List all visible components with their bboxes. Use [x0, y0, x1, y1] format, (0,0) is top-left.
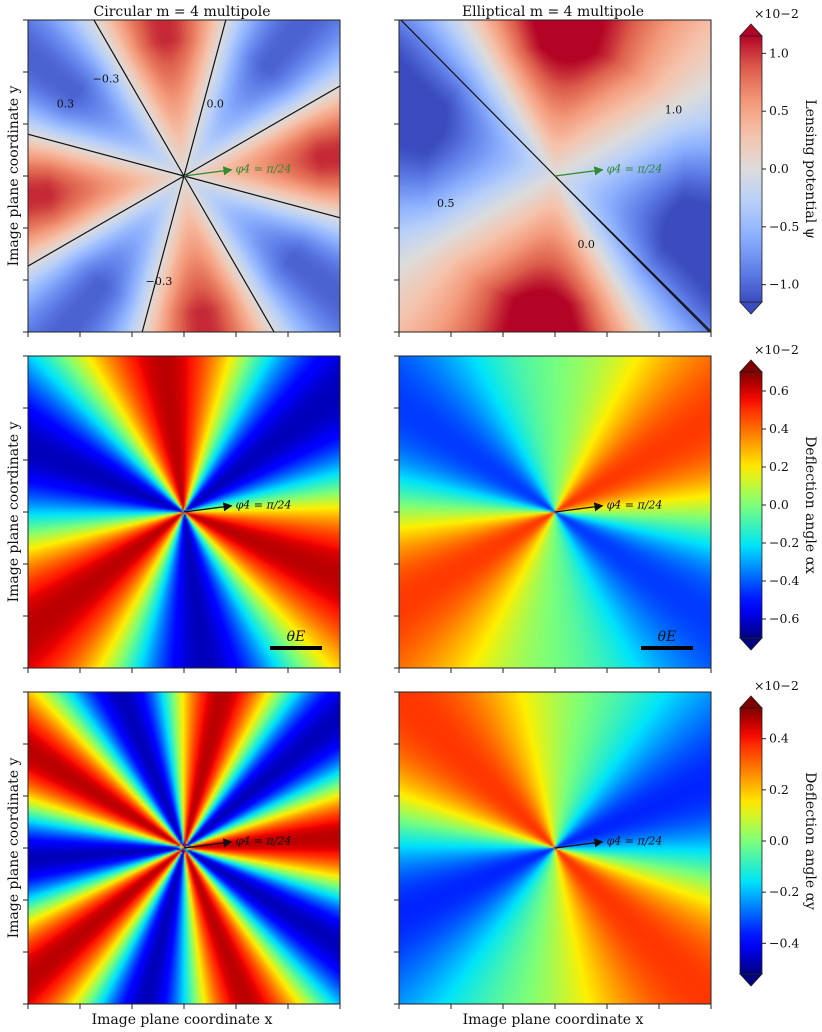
panel-row2-left: φ4 = π/24 θE: [23, 355, 341, 673]
contour-label: −0.3: [93, 72, 120, 85]
zero-contour: [28, 133, 185, 177]
phi4-arrow: [183, 838, 233, 849]
colorbar-extend-max: [739, 23, 763, 37]
colorbar-scale-factor: ×10−2: [754, 6, 799, 21]
y-axis-label-row1: Image plane coordinate y: [6, 85, 22, 266]
phi4-annotation: φ4 = π/24: [607, 835, 663, 848]
panel-row2-right: φ4 = π/24 θE: [394, 355, 712, 673]
colorbar-gradient: [739, 35, 763, 303]
phi4-annotation: φ4 = π/24: [236, 499, 292, 512]
zero-contour: [93, 20, 185, 177]
zero-contour: [183, 175, 340, 219]
phi4-arrow: [183, 502, 233, 513]
colorbar-extend-min: [739, 973, 763, 987]
colorbar-tick-label: 0.5: [769, 103, 789, 118]
contour-label: 0.3: [57, 97, 75, 110]
colorbar-label: Deflection angle αx: [802, 436, 818, 574]
contour-label: 0.0: [577, 238, 595, 251]
zero-contour: [141, 175, 185, 332]
phi4-arrow: [554, 502, 604, 513]
colorbar-tick-label: 0.4: [769, 421, 789, 436]
zero-contour: [28, 175, 185, 267]
colorbar-tick-label: −0.2: [769, 884, 799, 899]
panel-row1-right: 0.5 1.0 0.0 φ4 = π/24: [394, 19, 712, 337]
panel-row3-right: φ4 = π/24: [394, 691, 712, 1009]
contour-label: 1.0: [665, 104, 683, 117]
phi4-arrow: [554, 166, 604, 177]
colorbar-tick-label: 0.0: [769, 497, 789, 512]
phi4-annotation: φ4 = π/24: [236, 835, 292, 848]
colorbar-tick-label: −0.4: [769, 573, 799, 588]
colorbar-tick-label: −0.5: [769, 219, 799, 234]
phi4-arrow: [183, 166, 233, 177]
colorbar-gradient: [739, 371, 763, 639]
zero-contour: [183, 175, 275, 332]
colorbar-scale-factor: ×10−2: [754, 342, 799, 357]
zero-contour: [183, 20, 227, 177]
colorbar-extend-max: [739, 695, 763, 709]
colorbar-tick-label: −0.4: [769, 935, 799, 950]
column-title-circular: Circular m = 4 multipole: [94, 4, 271, 20]
zero-contour: [554, 175, 711, 332]
colorbar-extend-max: [739, 359, 763, 373]
colorbar-tick-label: −0.6: [769, 611, 799, 626]
colorbar-2: −0.6 −0.4 −0.2 0.0 0.2 0.4 0.6 ×10−2 Deflection …: [739, 342, 818, 651]
colorbar-tick-label: 0.2: [769, 459, 789, 474]
colorbar-gradient: [739, 707, 763, 975]
colorbar-label: Deflection angle αy: [802, 772, 818, 910]
column-title-elliptical: Elliptical m = 4 multipole: [462, 4, 644, 20]
colorbar-tick-label: 0.0: [769, 833, 789, 848]
contour-label: −0.3: [146, 275, 173, 288]
x-axis-label-right: Image plane coordinate x: [463, 1012, 644, 1028]
heatmap-image: [28, 356, 340, 668]
colorbar-tick-label: 0.2: [769, 782, 789, 797]
phi4-annotation: φ4 = π/24: [607, 163, 663, 176]
zero-contour: [400, 20, 556, 177]
contour-label: 0.5: [437, 197, 455, 210]
colorbar-tick-label: 0.0: [769, 161, 789, 176]
colorbar-tick-label: 1.0: [769, 45, 789, 60]
phi4-annotation: φ4 = π/24: [236, 163, 292, 176]
phi4-annotation: φ4 = π/24: [607, 499, 663, 512]
panel-row3-left: φ4 = π/24: [23, 691, 341, 1009]
colorbar-extend-min: [739, 637, 763, 651]
phi4-arrow: [554, 838, 604, 849]
colorbar-tick-label: 0.6: [769, 383, 789, 398]
x-axis-label-left: Image plane coordinate x: [92, 1012, 273, 1028]
heatmap-image: [399, 356, 711, 668]
colorbar-1: −1.0 −0.5 0.0 0.5 1.0 ×10−2 Lensing potential …: [739, 6, 818, 315]
colorbar-scale-factor: ×10−2: [754, 678, 799, 693]
y-axis-label-row2: Image plane coordinate y: [6, 421, 22, 602]
contour-label: 0.0: [206, 97, 224, 110]
colorbar-tick-label: −0.2: [769, 535, 799, 550]
scale-bar-label: θE: [287, 629, 306, 645]
colorbar-extend-min: [739, 301, 763, 315]
colorbar-3: −0.4 −0.2 0.0 0.2 0.4 ×10−2 Deflection angle α…: [739, 678, 818, 987]
colorbar-label: Lensing potential ψ: [802, 99, 818, 238]
zero-contour: [183, 85, 340, 177]
colorbar-tick-label: 0.4: [769, 731, 789, 746]
scale-bar-label: θE: [658, 629, 677, 645]
panel-row1-left: −0.3 0.0 0.3 −0.3 φ4 = π/24: [23, 19, 341, 337]
colorbar-tick-label: −1.0: [769, 277, 799, 292]
y-axis-label-row3: Image plane coordinate y: [6, 757, 22, 938]
